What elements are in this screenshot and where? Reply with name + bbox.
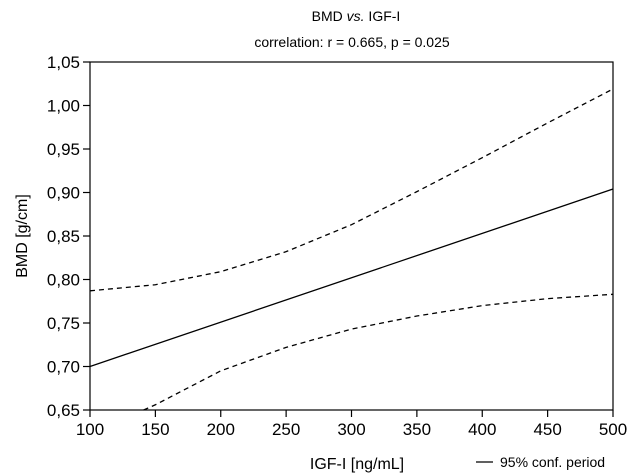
- regression-line: [89, 188, 614, 368]
- x-tick-label: 450: [533, 420, 561, 439]
- chart-title-italic: vs.: [347, 8, 365, 24]
- confidence-band-line-2: [143, 293, 614, 411]
- x-tick-label: 150: [141, 420, 169, 439]
- x-tick-label: 350: [403, 420, 431, 439]
- chart-title-prefix: BMD: [312, 8, 347, 24]
- y-tick-label: 0,95: [47, 140, 80, 159]
- confidence-band-line-1: [89, 88, 614, 292]
- y-tick-label: 0,75: [47, 314, 80, 333]
- x-tick-label: 400: [468, 420, 496, 439]
- y-tick-label: 0,85: [47, 227, 80, 246]
- x-tick-label: 300: [337, 420, 365, 439]
- x-tick-label: 100: [76, 420, 104, 439]
- x-tick-label: 200: [207, 420, 235, 439]
- y-tick-label: 1,00: [47, 97, 80, 116]
- chart-title: BMD vs. IGF-I: [312, 8, 401, 24]
- y-axis-label: BMD [g/cm]: [14, 194, 31, 278]
- y-tick-label: 0,80: [47, 271, 80, 290]
- plot-frame: [89, 61, 614, 411]
- ticks-layer: 100 150 200 250 300 350 400 450 500 0,65 0,70 0,75 0…: [47, 53, 627, 439]
- y-tick-label: 0,70: [47, 358, 80, 377]
- chart-title-suffix: IGF-I: [365, 8, 401, 24]
- x-tick-label: 250: [272, 420, 300, 439]
- y-tick-label: 0,65: [47, 401, 80, 420]
- series-layer: [89, 88, 614, 411]
- chart-subtitle: correlation: r = 0.665, p = 0.025: [254, 34, 450, 50]
- legend-label: 95% conf. period: [500, 454, 605, 470]
- y-tick-label: 0,90: [47, 184, 80, 203]
- x-tick-label: 500: [599, 420, 627, 439]
- y-tick-label: 1,05: [47, 53, 80, 72]
- x-axis-label: IGF-I [ng/mL]: [310, 456, 404, 473]
